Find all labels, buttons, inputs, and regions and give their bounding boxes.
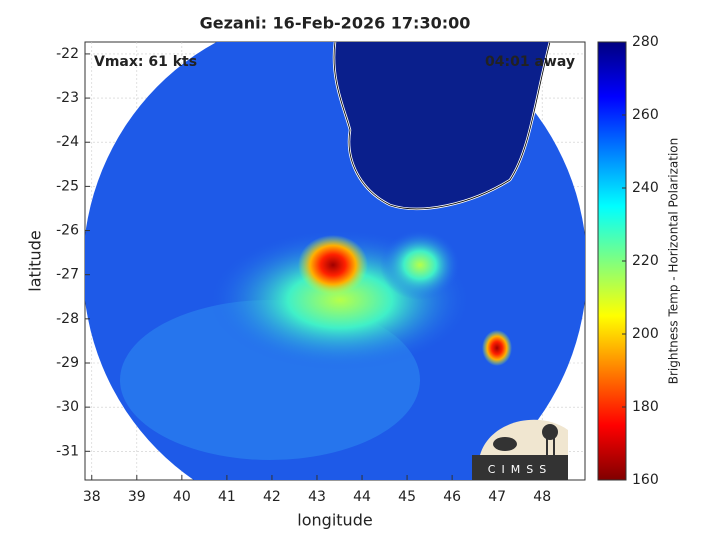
colorbar-tick-label: 220 bbox=[632, 253, 659, 269]
x-tick-label: 40 bbox=[173, 489, 191, 505]
logo-text: CIMSS bbox=[488, 463, 552, 476]
colorbar-tick-label: 280 bbox=[632, 34, 659, 50]
x-tick-label: 43 bbox=[308, 489, 326, 505]
y-tick-label: -29 bbox=[56, 355, 79, 371]
colorbar-tick-label: 260 bbox=[632, 107, 659, 123]
swath-image bbox=[85, 42, 585, 480]
y-tick-label: -23 bbox=[56, 90, 79, 106]
y-tick-label: -24 bbox=[56, 134, 79, 150]
annotation: 04:01 away bbox=[485, 54, 575, 70]
logo: CIMSS bbox=[472, 419, 568, 480]
y-tick-label: -30 bbox=[56, 399, 79, 415]
x-axis-label: longitude bbox=[297, 511, 372, 530]
colorbar-tick-label: 240 bbox=[632, 180, 659, 196]
colorbar-tick-label: 160 bbox=[632, 472, 659, 488]
colorbar-tick-label: 180 bbox=[632, 399, 659, 415]
chart-title: Gezani: 16-Feb-2026 17:30:00 bbox=[200, 14, 471, 33]
x-tick-label: 46 bbox=[443, 489, 461, 505]
colorbar-tick-label: 200 bbox=[632, 326, 659, 342]
x-tick-label: 41 bbox=[218, 489, 236, 505]
y-tick-label: -26 bbox=[56, 223, 79, 239]
x-tick-label: 38 bbox=[83, 489, 101, 505]
colorbar bbox=[597, 41, 627, 481]
x-tick-label: 42 bbox=[263, 489, 281, 505]
colorbar-label: Brightness Temp - Horizontal Polarizatio… bbox=[667, 138, 681, 385]
annotation: Vmax: 61 kts bbox=[94, 54, 197, 70]
x-tick-label: 44 bbox=[353, 489, 371, 505]
y-tick-label: -27 bbox=[56, 267, 79, 283]
y-tick-label: -31 bbox=[56, 443, 79, 459]
y-axis-label: latitude bbox=[26, 230, 45, 291]
y-tick-label: -22 bbox=[56, 46, 79, 62]
y-tick-label: -28 bbox=[56, 311, 79, 327]
y-tick-label: -25 bbox=[56, 178, 79, 194]
x-tick-label: 48 bbox=[533, 489, 551, 505]
x-tick-label: 39 bbox=[128, 489, 146, 505]
x-tick-label: 45 bbox=[398, 489, 416, 505]
x-tick-label: 47 bbox=[488, 489, 506, 505]
